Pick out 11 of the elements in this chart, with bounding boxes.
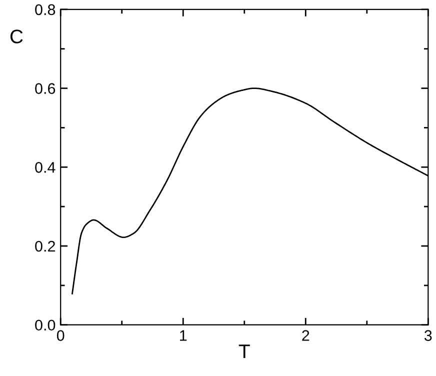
- y-tick-label: 0.2: [35, 240, 55, 252]
- x-tick-label: 1: [180, 330, 187, 341]
- text: 0: [56, 330, 64, 341]
- x-tick-label: 3: [424, 330, 432, 341]
- y-tick-label: 0.8: [35, 4, 56, 16]
- y-tick-label: 0.4: [35, 162, 56, 173]
- x-tick-label: 2: [302, 330, 310, 341]
- y-axis-title: C: [10, 30, 23, 44]
- x-axis-title: T: [238, 344, 250, 358]
- y-tick-label: 0.6: [35, 83, 56, 94]
- y-tick-label: 0.0: [35, 320, 56, 331]
